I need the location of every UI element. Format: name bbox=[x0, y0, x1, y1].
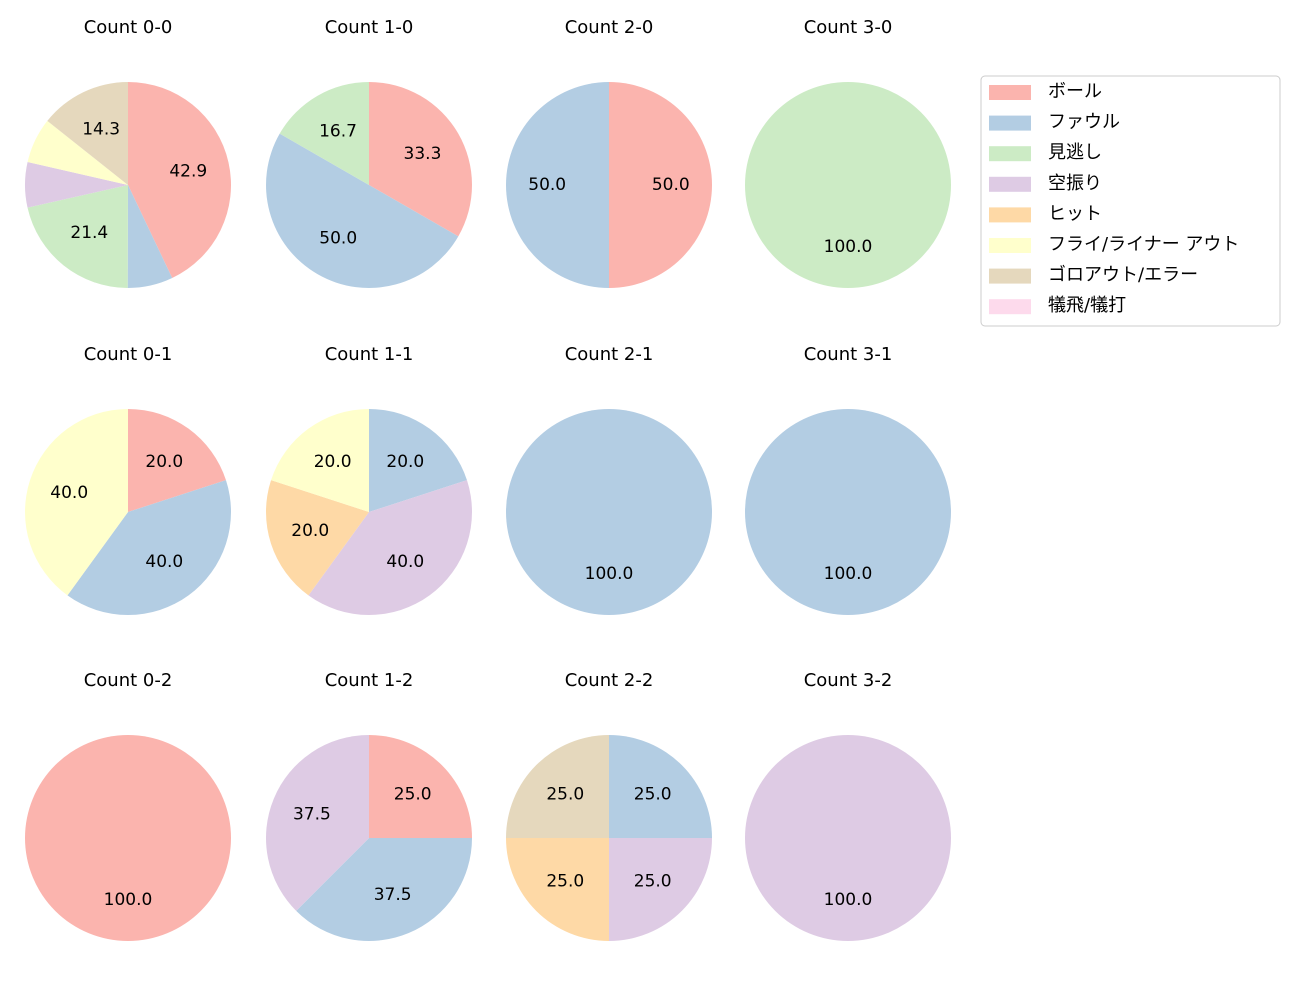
pie-wedge bbox=[609, 82, 712, 288]
pie-title: Count 0-0 bbox=[84, 17, 173, 38]
pie-title: Count 2-0 bbox=[565, 17, 654, 38]
pie-wedge bbox=[25, 735, 231, 941]
pie-wedge bbox=[369, 735, 472, 838]
pie-wedge bbox=[506, 409, 712, 615]
wedge-label: 25.0 bbox=[546, 784, 584, 804]
wedge-label: 21.4 bbox=[70, 223, 108, 243]
pie-wedge bbox=[745, 735, 951, 941]
pie-title: Count 2-1 bbox=[565, 344, 654, 365]
pie-title: Count 1-1 bbox=[325, 344, 414, 365]
legend-label: ファウル bbox=[1048, 112, 1120, 133]
pie-wedge bbox=[24, 162, 128, 208]
wedge-label: 37.5 bbox=[293, 804, 331, 824]
wedge-label: 25.0 bbox=[546, 872, 584, 892]
legend-label: ヒット bbox=[1048, 203, 1102, 224]
wedge-label: 100.0 bbox=[824, 890, 873, 910]
wedge-label: 14.3 bbox=[82, 119, 120, 139]
pie-wedge bbox=[506, 82, 609, 288]
pie-wedge bbox=[27, 120, 129, 185]
wedge-label: 100.0 bbox=[824, 564, 873, 584]
legend-swatch bbox=[989, 299, 1031, 315]
wedge-label: 42.9 bbox=[169, 161, 207, 181]
legend-swatch bbox=[989, 176, 1031, 192]
pie-wedge bbox=[25, 409, 129, 596]
pie-wedge bbox=[266, 480, 369, 596]
legend-box bbox=[980, 75, 1281, 327]
legend-swatch bbox=[989, 238, 1031, 253]
legend-swatch bbox=[989, 115, 1031, 131]
pie-title: Count 1-0 bbox=[325, 17, 414, 38]
legend-swatch bbox=[989, 85, 1031, 100]
pie-wedge bbox=[266, 735, 369, 911]
wedge-label: 33.3 bbox=[404, 144, 442, 164]
wedge-label: 20.0 bbox=[145, 452, 183, 472]
pie-wedge bbox=[506, 838, 609, 941]
wedge-label: 37.5 bbox=[374, 885, 412, 905]
pie-title: Count 3-0 bbox=[804, 17, 893, 38]
pie-wedge bbox=[609, 838, 712, 941]
legend-label: フライ/ライナー アウト bbox=[1048, 234, 1239, 255]
pie-wedge bbox=[369, 409, 467, 512]
pie-wedge bbox=[609, 735, 712, 838]
wedge-label: 100.0 bbox=[585, 564, 634, 584]
pie-wedge bbox=[506, 735, 609, 838]
wedge-label: 16.7 bbox=[319, 122, 357, 142]
wedge-label: 100.0 bbox=[104, 890, 153, 910]
pie-wedge bbox=[369, 82, 472, 237]
pie-wedge bbox=[27, 185, 128, 288]
pie-wedge bbox=[127, 185, 173, 288]
pie-title: Count 2-2 bbox=[565, 670, 654, 691]
wedge-label: 25.0 bbox=[634, 872, 672, 892]
legend-label: 空振り bbox=[1048, 173, 1102, 194]
wedge-label: 25.0 bbox=[394, 784, 432, 804]
legend-swatch bbox=[989, 146, 1031, 162]
pie-wedge bbox=[266, 133, 459, 288]
wedge-label: 50.0 bbox=[319, 229, 357, 249]
legend-swatch bbox=[989, 207, 1031, 223]
legend-swatch bbox=[989, 268, 1031, 284]
pie-wedge bbox=[745, 409, 951, 615]
legend-label: ボール bbox=[1048, 81, 1102, 102]
pie-wedge bbox=[128, 82, 231, 279]
pie-title: Count 0-2 bbox=[84, 670, 173, 691]
pie-wedge bbox=[296, 838, 472, 941]
pie-title: Count 0-1 bbox=[84, 344, 173, 365]
legend-label: 見逃し bbox=[1048, 142, 1102, 163]
pie-wedge bbox=[745, 82, 951, 288]
pie-wedge bbox=[67, 480, 231, 615]
pie-wedge bbox=[308, 480, 472, 615]
wedge-label: 20.0 bbox=[314, 452, 352, 472]
wedge-label: 50.0 bbox=[528, 175, 566, 195]
wedge-label: 25.0 bbox=[634, 784, 672, 804]
wedge-label: 20.0 bbox=[386, 452, 424, 472]
wedge-label: 50.0 bbox=[652, 175, 690, 195]
wedge-label: 20.0 bbox=[291, 521, 329, 541]
legend-label: ゴロアウト/エラー bbox=[1048, 265, 1198, 286]
wedge-label: 40.0 bbox=[386, 552, 424, 572]
legend-label: 犠飛/犠打 bbox=[1048, 295, 1126, 316]
wedge-label: 40.0 bbox=[50, 483, 88, 503]
pie-title: Count 1-2 bbox=[325, 670, 414, 691]
pie-wedge bbox=[128, 409, 226, 512]
wedge-label: 40.0 bbox=[145, 552, 183, 572]
pie-wedge bbox=[271, 409, 369, 512]
pie-wedge bbox=[279, 82, 369, 185]
pie-title: Count 3-1 bbox=[804, 344, 893, 365]
pie-title: Count 3-2 bbox=[804, 670, 893, 691]
pie-wedge bbox=[47, 82, 128, 185]
wedge-label: 100.0 bbox=[824, 237, 873, 257]
